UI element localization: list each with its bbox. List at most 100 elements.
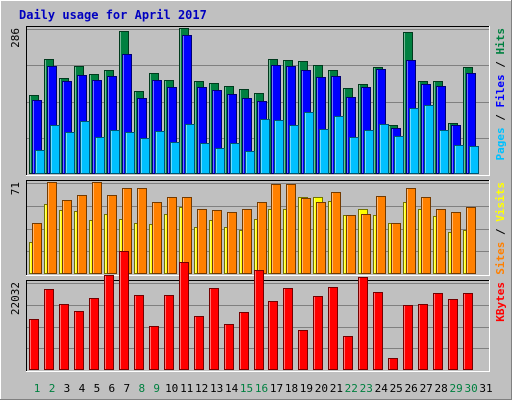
- bar-pages: [439, 130, 449, 174]
- bar-kbytes: [164, 295, 174, 370]
- bar-sites: [47, 182, 57, 274]
- hits-panel: 286 Pages / Files / Hits: [9, 26, 507, 176]
- bar-kbytes: [388, 358, 398, 370]
- x-tick-label: 5: [94, 382, 101, 395]
- bar-kbytes: [194, 316, 204, 370]
- x-tick-label: 10: [165, 382, 178, 395]
- x-tick-label: 15: [240, 382, 253, 395]
- bar-kbytes: [89, 298, 99, 370]
- bar-kbytes: [119, 251, 129, 370]
- x-tick-label: 27: [420, 382, 433, 395]
- bar-sites: [391, 223, 401, 274]
- x-tick-label: 19: [300, 382, 313, 395]
- x-tick-label: 11: [180, 382, 193, 395]
- bar-kbytes: [74, 311, 84, 370]
- bar-kbytes: [373, 292, 383, 370]
- x-tick-label: 14: [225, 382, 239, 395]
- bar-sites: [197, 209, 207, 274]
- bar-sites: [346, 215, 356, 274]
- bar-pages: [424, 105, 434, 174]
- chart-title: Daily usage for April 2017: [19, 8, 207, 22]
- x-tick-label: 8: [138, 382, 145, 395]
- x-tick-label: 29: [449, 382, 462, 395]
- bar-pages: [349, 137, 359, 174]
- bar-kbytes: [448, 299, 458, 370]
- bar-pages: [95, 137, 105, 174]
- bar-sites: [242, 209, 252, 274]
- bar-pages: [364, 130, 374, 174]
- x-tick-label: 28: [434, 382, 447, 395]
- bar-sites: [167, 197, 177, 274]
- legend: Pages / Files / Hits: [494, 28, 507, 161]
- bar-sites: [301, 198, 311, 274]
- bar-pages: [170, 142, 180, 174]
- bar-kbytes: [418, 304, 428, 370]
- bar-pages: [245, 151, 255, 174]
- bar-kbytes: [313, 296, 323, 370]
- bar-sites: [286, 184, 296, 274]
- bar-kbytes: [44, 289, 54, 370]
- bar-pages: [304, 112, 314, 174]
- bar-kbytes: [179, 262, 189, 370]
- bar-sites: [212, 210, 222, 274]
- bar-pages: [454, 145, 464, 174]
- x-tick-label: 22: [345, 382, 358, 395]
- bar-kbytes: [403, 305, 413, 370]
- bar-pages: [230, 143, 240, 174]
- x-tick-label: 2: [49, 382, 56, 395]
- bar-kbytes: [328, 287, 338, 370]
- bar-sites: [62, 200, 72, 274]
- bar-kbytes: [209, 288, 219, 370]
- x-tick-label: 17: [270, 382, 283, 395]
- x-tick-label: 1: [34, 382, 41, 395]
- bar-sites: [92, 182, 102, 274]
- visits-panel: 71 Sites / Visits: [9, 180, 507, 276]
- bar-kbytes: [29, 319, 39, 370]
- bar-kbytes: [283, 288, 293, 370]
- x-tick-label: 6: [108, 382, 115, 395]
- x-tick-label: 9: [153, 382, 160, 395]
- x-tick-label: 18: [285, 382, 298, 395]
- bar-kbytes: [104, 275, 114, 370]
- bar-sites: [152, 202, 162, 274]
- x-tick-label: 21: [330, 382, 343, 395]
- bar-kbytes: [134, 295, 144, 370]
- legend-entry: Visits: [494, 182, 507, 222]
- x-tick-label: 20: [315, 382, 328, 395]
- x-tick-label: 23: [360, 382, 373, 395]
- bar-sites: [316, 202, 326, 274]
- bar-sites: [32, 223, 42, 274]
- bar-sites: [436, 209, 446, 274]
- bar-pages: [394, 136, 404, 174]
- bar-sites: [421, 197, 431, 274]
- bar-pages: [215, 148, 225, 174]
- series-files: [32, 35, 476, 174]
- bar-sites: [361, 214, 371, 274]
- bar-pages: [110, 130, 120, 174]
- bar-pages: [334, 116, 344, 174]
- legend-entry: /: [494, 108, 507, 128]
- bar-pages: [50, 125, 60, 174]
- series-kbytes: [29, 251, 473, 370]
- bar-pages: [140, 138, 150, 174]
- bar-pages: [289, 125, 299, 174]
- legend: Sites / Visits: [494, 182, 507, 275]
- bar-pages: [155, 131, 165, 174]
- bar-sites: [406, 188, 416, 274]
- x-tick-label: 24: [375, 382, 389, 395]
- x-tick-label: 16: [255, 382, 268, 395]
- bar-kbytes: [149, 326, 159, 370]
- bar-kbytes: [59, 304, 69, 370]
- y-axis-max-label: 22032: [9, 282, 22, 315]
- bar-pages: [125, 132, 135, 174]
- bar-sites: [107, 195, 117, 274]
- bar-pages: [469, 146, 479, 174]
- legend-entry: /: [494, 55, 507, 75]
- bar-pages: [379, 124, 389, 174]
- legend-entry: Files: [494, 74, 507, 107]
- kbytes-panel: 22032 KBytes: [9, 251, 507, 372]
- bar-kbytes: [463, 293, 473, 370]
- bar-sites: [331, 192, 341, 274]
